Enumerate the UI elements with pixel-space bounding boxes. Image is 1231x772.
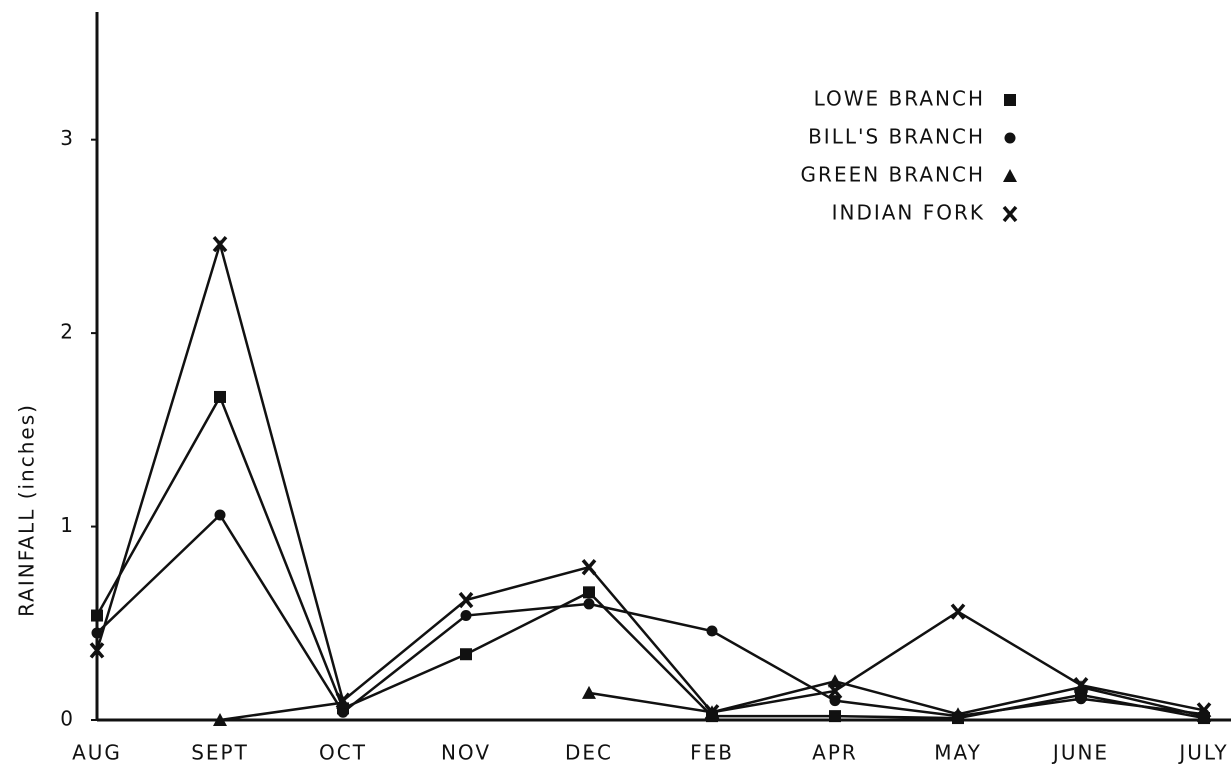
marker — [89, 642, 105, 659]
marker — [581, 559, 597, 576]
marker — [583, 586, 595, 599]
marker — [706, 625, 718, 637]
series-line — [95, 239, 1205, 714]
marker — [1073, 677, 1089, 694]
x-tick-label: NOV — [441, 741, 491, 765]
marker — [1075, 693, 1087, 705]
y-axis-label: RAINFALL (inches) — [15, 403, 39, 617]
marker — [91, 609, 103, 622]
y-tick-label: 2 — [60, 320, 75, 344]
marker — [827, 682, 843, 700]
marker — [458, 591, 474, 609]
marker — [337, 706, 349, 718]
legend-label: LOWE BRANCH — [814, 87, 985, 111]
marker — [214, 390, 226, 403]
marker — [1197, 709, 1211, 723]
marker — [828, 674, 842, 688]
y-tick-label: 3 — [60, 126, 75, 150]
marker — [1196, 702, 1212, 719]
series-line — [588, 680, 1205, 718]
y-tick-label: 0 — [60, 707, 75, 731]
marker — [212, 235, 228, 253]
legend-label: BILL'S BRANCH — [808, 125, 985, 149]
marker — [91, 627, 103, 639]
legend-marker — [1003, 169, 1017, 182]
x-tick-label: AUG — [72, 741, 122, 765]
legend-marker — [1004, 94, 1016, 106]
legend-marker — [1002, 205, 1018, 223]
y-tick-label: 1 — [60, 513, 75, 537]
legend-label: INDIAN FORK — [832, 201, 985, 225]
legend-label: GREEN BRANCH — [801, 163, 985, 187]
x-tick-label: OCT — [319, 741, 367, 765]
marker — [950, 603, 966, 620]
marker — [704, 704, 720, 721]
legend-marker — [1004, 132, 1016, 144]
series-line — [96, 512, 1205, 718]
x-tick-label: SEPT — [191, 741, 249, 765]
marker — [951, 707, 965, 721]
marker — [214, 509, 226, 521]
marker — [460, 610, 472, 622]
x-tick-label: DEC — [565, 741, 613, 765]
marker — [829, 710, 841, 723]
x-tick-label: MAY — [934, 741, 982, 765]
x-tick-label: APR — [812, 741, 858, 765]
marker — [583, 598, 595, 610]
marker — [582, 685, 596, 699]
series-line — [95, 394, 1205, 720]
x-tick-label: JULY — [1177, 741, 1228, 765]
x-tick-label: JUNE — [1051, 741, 1109, 765]
series-line — [219, 701, 344, 722]
x-tick-label: FEB — [690, 741, 734, 765]
marker — [829, 695, 841, 707]
marker — [213, 713, 227, 726]
marker — [460, 648, 472, 661]
marker — [335, 692, 351, 709]
